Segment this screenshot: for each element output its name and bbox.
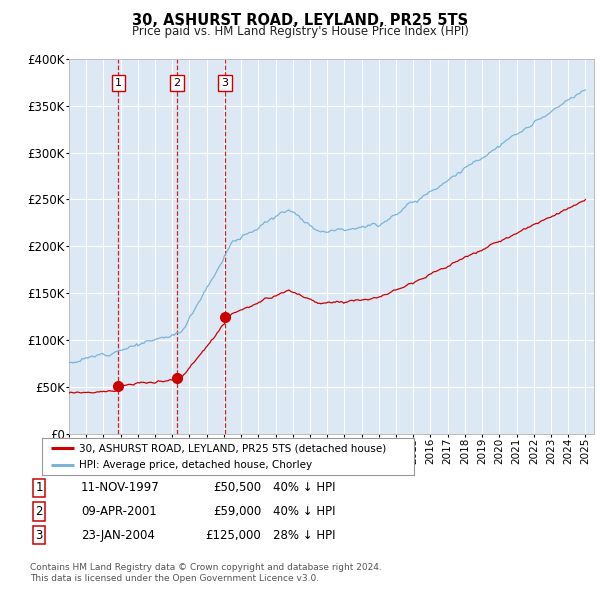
Text: 30, ASHURST ROAD, LEYLAND, PR25 5TS (detached house): 30, ASHURST ROAD, LEYLAND, PR25 5TS (det…	[79, 443, 386, 453]
Text: 1: 1	[35, 481, 43, 494]
Text: £50,500: £50,500	[213, 481, 261, 494]
Text: 40% ↓ HPI: 40% ↓ HPI	[273, 481, 335, 494]
Text: 40% ↓ HPI: 40% ↓ HPI	[273, 505, 335, 518]
Text: 30, ASHURST ROAD, LEYLAND, PR25 5TS: 30, ASHURST ROAD, LEYLAND, PR25 5TS	[132, 13, 468, 28]
Text: 09-APR-2001: 09-APR-2001	[81, 505, 157, 518]
Text: 11-NOV-1997: 11-NOV-1997	[81, 481, 160, 494]
Text: HPI: Average price, detached house, Chorley: HPI: Average price, detached house, Chor…	[79, 460, 313, 470]
Text: £125,000: £125,000	[205, 529, 261, 542]
Text: Price paid vs. HM Land Registry's House Price Index (HPI): Price paid vs. HM Land Registry's House …	[131, 25, 469, 38]
Text: This data is licensed under the Open Government Licence v3.0.: This data is licensed under the Open Gov…	[30, 574, 319, 583]
Text: 1: 1	[115, 78, 122, 88]
Text: 23-JAN-2004: 23-JAN-2004	[81, 529, 155, 542]
Text: £59,000: £59,000	[213, 505, 261, 518]
Text: 2: 2	[173, 78, 181, 88]
Text: 2: 2	[35, 505, 43, 518]
Text: 28% ↓ HPI: 28% ↓ HPI	[273, 529, 335, 542]
Text: 3: 3	[221, 78, 229, 88]
Text: 3: 3	[35, 529, 43, 542]
Text: Contains HM Land Registry data © Crown copyright and database right 2024.: Contains HM Land Registry data © Crown c…	[30, 563, 382, 572]
